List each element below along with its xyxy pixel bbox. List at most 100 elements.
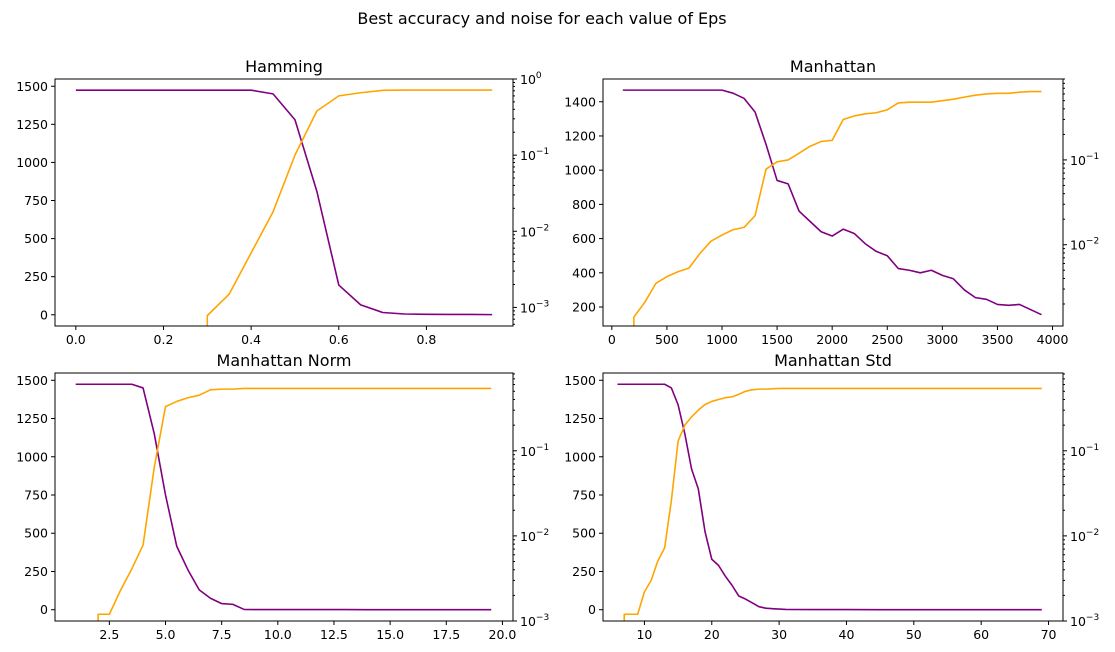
y-tick-label: 1000 [16,155,48,170]
chart-title: Manhattan Norm [217,351,352,370]
y2-tick-label: 100 [520,71,542,87]
y2-tick-exponent: −1 [536,443,549,453]
y-tick-label: 1400 [564,94,596,109]
chart-title: Manhattan Std [774,351,892,370]
x-tick-label: 7.5 [212,627,232,642]
y-tick-label: 1250 [564,411,596,426]
accuracy-line [75,383,492,611]
x-tick-label: 2.5 [99,627,119,642]
x-tick-label: 10 [636,627,652,642]
chart-panel-4: Manhattan Std 10 20 30 40 50 60 70 0 250 500 750 100… [564,351,1099,642]
x-tick-label: 4000 [1037,332,1069,347]
y-tick-label: 750 [24,488,48,503]
x-tick-label: 0.0 [66,332,86,347]
chart-title: Hamming [245,57,323,76]
noise-line [206,89,493,326]
y-tick-label: 1000 [16,449,48,464]
y-tick-label: 750 [572,488,596,503]
x-tick-label: 15.0 [376,627,404,642]
chart-title: Manhattan [790,57,876,76]
y2-tick-exponent: −2 [536,223,549,233]
plot-series [617,383,1042,621]
y2-tick-exponent: −3 [1086,613,1099,623]
y2-tick-label: 10−3 [520,613,549,629]
y-tick-label: 250 [24,269,48,284]
plot-frame [54,372,514,622]
x-tick-label: 20.0 [489,627,517,642]
x-tick-label: 20 [704,627,720,642]
y2-tick-label: 10−3 [520,299,549,315]
y2-tick-exponent: 0 [536,71,542,81]
y2-tick-label: 10−1 [520,443,549,459]
y-tick-label: 0 [40,602,48,617]
noise-line [623,387,1042,621]
x-tick-label: 2000 [816,332,848,347]
y2-tick-exponent: −1 [536,147,549,157]
y2-tick-label: 10−2 [1070,237,1099,253]
y2-tick-label: 10−2 [1070,528,1099,544]
x-tick-label: 50 [906,627,922,642]
plot-series [75,89,493,326]
y-tick-label: 600 [572,231,596,246]
accuracy-line [75,89,493,316]
y2-tick-label: 10−1 [520,147,549,163]
x-tick-label: 0.6 [329,332,349,347]
x-tick-label: 3000 [926,332,958,347]
y-tick-label: 750 [24,193,48,208]
y2-tick-exponent: −2 [536,528,549,538]
accuracy-line [617,383,1042,611]
accuracy-line [622,89,1042,316]
y-tick-label: 400 [572,265,596,280]
x-tick-label: 40 [839,627,855,642]
y-tick-label: 1200 [564,128,596,143]
chart-panel-3: Manhattan Norm 2.5 5.0 7.5 10.0 12.5 15.0 17.5 2… [16,351,549,642]
y-tick-label: 1500 [16,373,48,388]
plot-series [75,383,492,621]
y-tick-label: 500 [572,526,596,541]
x-tick-label: 0.4 [241,332,261,347]
x-tick-label: 3500 [982,332,1014,347]
x-tick-label: 10.0 [264,627,292,642]
y2-tick-exponent: −3 [536,299,549,309]
x-tick-label: 60 [973,627,989,642]
chart-panel-2: Manhattan 0 500 1000 1500 2000 2500 3000 3500 400… [564,57,1099,347]
y-tick-label: 500 [24,526,48,541]
plot-frame [54,78,514,327]
y-tick-label: 800 [572,197,596,212]
x-tick-label: 5.0 [156,627,176,642]
y-tick-label: 1500 [16,79,48,94]
chart-panel-1: Hamming 0.0 0.2 0.4 0.6 0.8 0 250 500 750 1000 1250… [16,57,549,347]
y2-tick-exponent: −1 [1086,152,1099,162]
y-tick-label: 0 [588,602,596,617]
y2-tick-exponent: −3 [536,613,549,623]
x-tick-label: 0.8 [416,332,436,347]
y2-tick-label: 10−2 [520,528,549,544]
x-tick-label: 12.5 [320,627,348,642]
plot-frame [602,78,1064,327]
plot-series [622,89,1042,326]
x-tick-label: 500 [655,332,679,347]
noise-line [633,90,1042,326]
y-tick-label: 1250 [16,117,48,132]
y2-tick-exponent: −2 [1086,237,1099,247]
y2-tick-label: 10−3 [1070,613,1099,629]
y-tick-label: 500 [24,231,48,246]
y-tick-label: 250 [572,564,596,579]
y-tick-label: 1000 [564,163,596,178]
x-tick-label: 30 [771,627,787,642]
figure-title: Best accuracy and noise for each value o… [357,9,726,28]
y2-tick-label: 10−2 [520,223,549,239]
y2-tick-exponent: −2 [1086,528,1099,538]
x-tick-label: 2500 [871,332,903,347]
y2-tick-label: 10−1 [1070,152,1099,168]
y-tick-label: 1500 [564,373,596,388]
x-tick-label: 1000 [706,332,738,347]
noise-line [97,387,492,621]
y-tick-label: 250 [24,564,48,579]
x-tick-label: 0.2 [154,332,174,347]
y-tick-label: 200 [572,300,596,315]
y2-tick-label: 10−1 [1070,443,1099,459]
x-tick-label: 17.5 [432,627,460,642]
